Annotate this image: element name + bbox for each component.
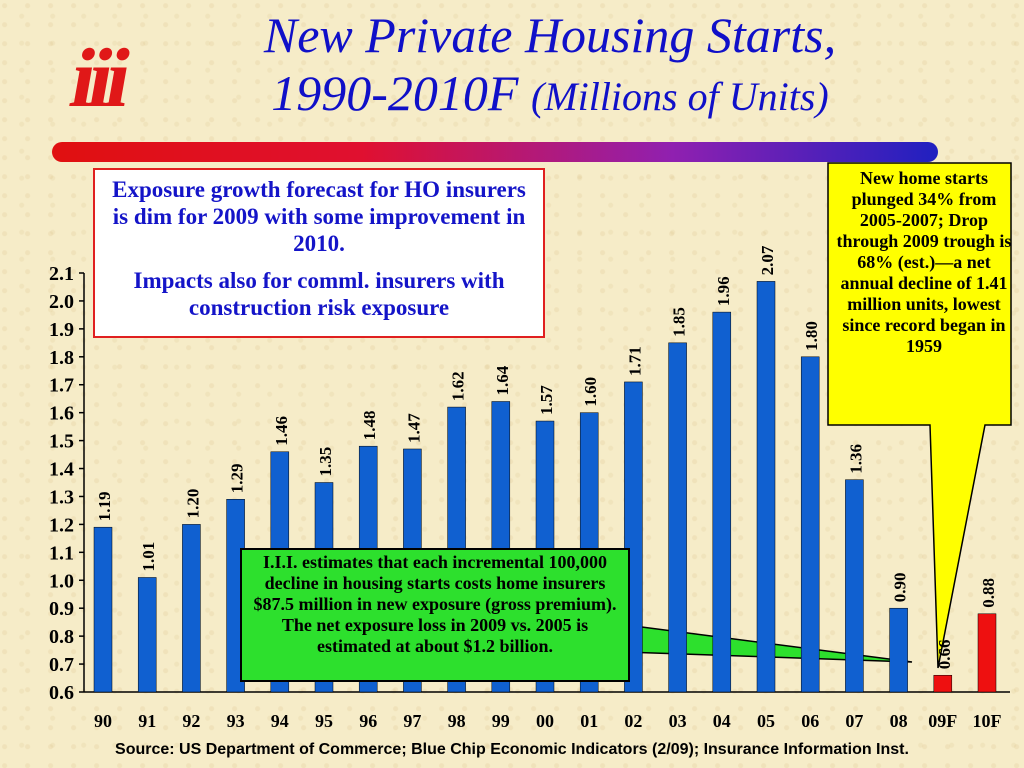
y-tick-label: 1.2: [49, 514, 74, 536]
y-tick-label: 0.7: [49, 654, 74, 676]
bar-value-label: 1.85: [670, 307, 689, 337]
callout-bubble: [827, 162, 1012, 669]
y-tick-label: 1.4: [49, 459, 74, 481]
exposure-note-box: Exposure growth forecast for HO insurers…: [93, 168, 545, 338]
bar: [977, 613, 997, 693]
bar: [756, 281, 776, 693]
housing-decline-callout: New home starts plunged 34% from 2005-20…: [836, 168, 1012, 356]
x-tick-label: 04: [713, 711, 731, 731]
bar-value-label: 1.60: [581, 377, 600, 407]
chart-title: New Private Housing Starts, 1990-2010F (…: [170, 6, 930, 126]
x-tick-label: 97: [403, 711, 421, 731]
x-tick-label: 92: [182, 711, 200, 731]
y-tick-label: 2.1: [49, 263, 74, 285]
bar: [93, 526, 113, 693]
x-tick-label: 90: [94, 711, 112, 731]
x-tick-label: 94: [271, 711, 289, 731]
bar-value-label: 1.62: [449, 371, 468, 401]
x-tick-label: 06: [801, 711, 819, 731]
x-tick-label: 07: [845, 711, 863, 731]
bar-value-label: 1.35: [316, 447, 335, 477]
x-tick-label: 08: [890, 711, 908, 731]
x-tick-label: 96: [359, 711, 377, 731]
bar: [668, 342, 687, 693]
x-tick-label: 10F: [973, 711, 1002, 731]
x-tick-label: 03: [669, 711, 687, 731]
bar: [712, 311, 732, 693]
bar-value-label: 1.19: [95, 491, 114, 521]
bar-value-label: 1.57: [537, 385, 556, 415]
bar-value-label: 1.36: [846, 444, 865, 474]
bar-value-label: 0.88: [979, 578, 998, 608]
bar: [889, 607, 908, 693]
bar-value-label: 1.48: [360, 410, 379, 440]
x-tick-label: 01: [580, 711, 598, 731]
bar: [845, 479, 864, 693]
x-tick-label: 98: [448, 711, 466, 731]
bar-value-label: 0.66: [935, 639, 954, 669]
title-line-1: New Private Housing Starts,: [263, 7, 837, 63]
iii-estimate-box: I.I.I. estimates that each incremental 1…: [240, 548, 630, 682]
y-tick-label: 0.6: [49, 682, 74, 704]
bar: [182, 524, 201, 693]
bar-value-label: 1.01: [139, 542, 158, 572]
bar-value-label: 0.90: [891, 572, 910, 602]
iii-logo: iii: [64, 40, 138, 118]
x-tick-label: 05: [757, 711, 775, 731]
y-tick-label: 1.1: [49, 542, 74, 564]
bar-value-label: 1.64: [493, 365, 512, 395]
y-tick-label: 1.0: [49, 570, 74, 592]
source-footnote: Source: US Department of Commerce; Blue …: [115, 741, 909, 758]
y-tick-label: 1.5: [49, 431, 74, 453]
y-tick-label: 0.9: [49, 598, 74, 620]
bar-value-label: 2.07: [758, 245, 777, 275]
exposure-note-line-2: Impacts also for comml. insurers with co…: [133, 268, 505, 320]
x-tick-label: 00: [536, 711, 554, 731]
bar-value-label: 1.47: [404, 413, 423, 443]
exposure-note-line-1: Exposure growth forecast for HO insurers…: [112, 177, 526, 256]
x-tick-label: 91: [138, 711, 156, 731]
bar-value-label: 1.80: [802, 321, 821, 351]
y-tick-label: 1.3: [49, 486, 74, 508]
bar-value-label: 1.96: [714, 276, 733, 306]
y-tick-label: 1.6: [49, 403, 74, 425]
x-tick-label: 93: [227, 711, 245, 731]
title-line-2: 1990-2010F: [271, 65, 519, 121]
bar: [137, 577, 157, 693]
title-underline: [52, 142, 938, 162]
y-tick-label: 1.8: [49, 347, 74, 369]
y-tick-label: 0.8: [49, 626, 74, 648]
title-subtitle: (Millions of Units): [530, 74, 829, 119]
bar-value-label: 1.71: [625, 346, 644, 376]
x-tick-label: 09F: [928, 711, 957, 731]
y-tick-label: 1.7: [49, 375, 74, 397]
bar: [933, 674, 953, 693]
y-tick-label: 1.9: [49, 319, 74, 341]
x-tick-label: 95: [315, 711, 333, 731]
bar-value-label: 1.20: [183, 489, 202, 519]
bar-value-label: 1.46: [272, 416, 291, 446]
x-tick-label: 02: [624, 711, 642, 731]
bar-value-label: 1.29: [228, 464, 247, 494]
bar: [800, 356, 820, 693]
y-tick-label: 2.0: [49, 291, 74, 313]
x-tick-label: 99: [492, 711, 510, 731]
